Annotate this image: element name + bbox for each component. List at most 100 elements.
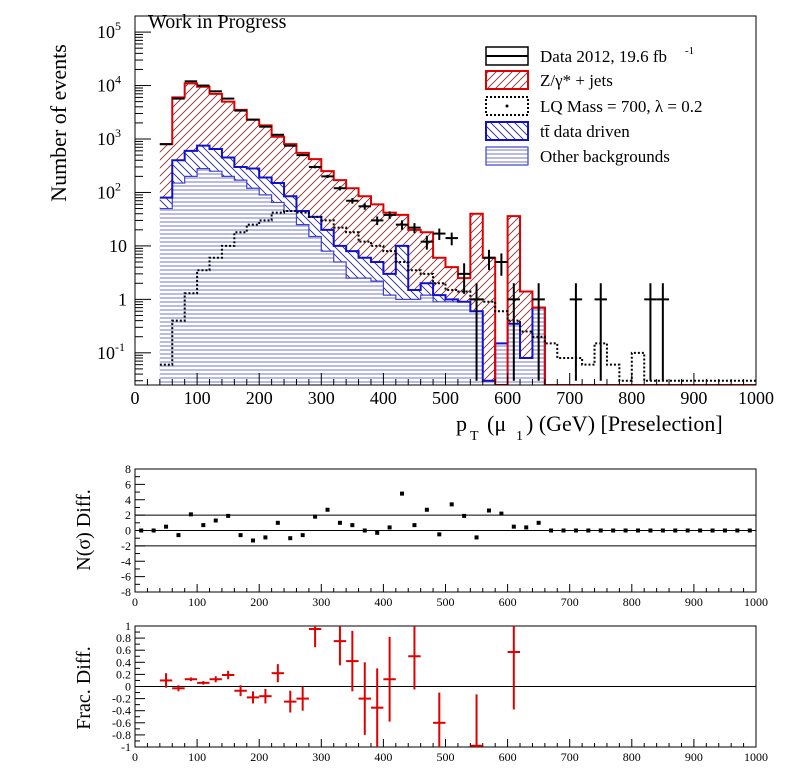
data-point — [470, 283, 483, 381]
frac-point — [221, 670, 235, 680]
data-point — [346, 198, 359, 204]
legend-label-sup: -1 — [685, 45, 694, 57]
sig-point — [536, 520, 541, 525]
data-point — [172, 97, 185, 100]
sig-y-tick-label: 8 — [125, 462, 131, 476]
sig-y-tick-label: 6 — [125, 477, 131, 491]
frac-point — [159, 673, 173, 688]
sig-point — [524, 525, 529, 530]
data-point — [284, 144, 297, 147]
sig-point — [424, 507, 429, 512]
legend-label: Data 2012, 19.6 fb — [540, 47, 667, 66]
sig-point — [176, 533, 181, 538]
y-tick-label: 1 — [118, 289, 127, 309]
sig-x-tick-label: 700 — [561, 595, 579, 609]
other-line — [159, 167, 756, 385]
frac-point — [308, 626, 322, 648]
frac-y-tick-label: 0 — [125, 680, 131, 694]
data-point — [457, 263, 471, 294]
lq-signal-line — [159, 209, 756, 382]
frac-y-axis-label: Frac. Diff. — [73, 646, 95, 730]
data-point — [408, 223, 421, 234]
x-label-sub-1: 1 — [516, 429, 523, 444]
ttbar-line — [159, 144, 756, 385]
sig-point — [300, 533, 305, 538]
x-axis-label: pT (μ 1) (GeV) [Preselection] — [456, 411, 723, 444]
sig-point — [586, 528, 591, 533]
y-tick-label: 10 — [97, 343, 115, 363]
x-tick-label: 900 — [680, 388, 707, 408]
x-tick-label: 1000 — [738, 388, 774, 408]
sig-point — [325, 507, 330, 512]
data-point — [482, 249, 496, 270]
sig-point — [561, 528, 566, 533]
histogram-area — [159, 80, 756, 385]
sig-point — [747, 528, 752, 533]
sig-point — [238, 533, 243, 538]
frac-x-tick-label: 1000 — [744, 750, 768, 764]
sig-point — [474, 535, 479, 540]
frac-x-tick-label: 100 — [188, 750, 206, 764]
frac-point — [246, 691, 260, 704]
data-point — [395, 220, 409, 230]
data-point — [507, 283, 521, 381]
sig-point — [486, 508, 491, 513]
frac-x-tick-label: 600 — [499, 750, 517, 764]
y-tick-exponent: 4 — [115, 73, 121, 87]
data-point — [445, 232, 458, 246]
sig-x-tick-label: 100 — [188, 595, 206, 609]
sig-point — [611, 528, 616, 533]
frac-x-tick-label: 300 — [312, 750, 330, 764]
sig-y-tick-label: -4 — [121, 554, 131, 568]
x-tick-label: 200 — [246, 388, 273, 408]
x-label-mu: (μ — [487, 411, 506, 436]
sig-point — [337, 520, 342, 525]
sig-point — [698, 528, 703, 533]
sig-point — [375, 530, 380, 535]
y-tick-exponent: -1 — [115, 340, 125, 354]
data-point — [495, 253, 508, 276]
sig-point — [437, 532, 442, 537]
frac-y-tick-label: 0.4 — [116, 655, 131, 669]
y-tick-label: 10 — [97, 182, 115, 202]
frac-y-tick-label: 0.6 — [116, 643, 131, 657]
legend-label: LQ Mass = 700, λ = 0.2 — [540, 97, 702, 116]
frac-point — [507, 626, 521, 710]
data-point — [370, 216, 384, 226]
sig-point — [573, 528, 578, 533]
sig-y-axis-label: N(σ) Diff. — [73, 489, 95, 571]
frac-point — [284, 690, 297, 713]
data-point — [321, 174, 334, 179]
data-point — [271, 133, 285, 136]
legend-item-data: Data 2012, 19.6 fb -1 — [485, 45, 694, 66]
frac-point — [346, 630, 359, 692]
frac-x-tick-label: 900 — [685, 750, 703, 764]
frac-point — [383, 636, 396, 722]
data-point — [656, 283, 670, 381]
sig-point — [288, 536, 293, 541]
sig-point — [188, 512, 193, 517]
data-point — [234, 109, 247, 112]
frac-y-tick-label: 1 — [125, 619, 131, 633]
data-point — [532, 283, 545, 381]
sig-point — [263, 535, 268, 540]
legend-label: tt̄ data driven — [540, 122, 630, 141]
legend-item-other: Other backgrounds — [485, 146, 670, 166]
data-point — [383, 211, 396, 220]
sig-y-tick-label: -6 — [121, 570, 131, 584]
sig-x-tick-label: 500 — [437, 595, 455, 609]
plot-title: Work in Progress — [148, 11, 287, 33]
data-point — [159, 143, 173, 146]
sig-point — [213, 518, 218, 523]
data-point — [420, 235, 434, 250]
frac-x-tick-label: 200 — [250, 750, 268, 764]
sig-point — [275, 520, 280, 525]
frac-points — [159, 626, 521, 747]
y-tick-label: 10 — [97, 129, 115, 149]
data-point — [644, 283, 657, 381]
data-point — [333, 186, 347, 191]
frac-point — [470, 694, 483, 747]
y-tick-label: 10 — [97, 22, 115, 42]
data-point — [259, 125, 272, 128]
